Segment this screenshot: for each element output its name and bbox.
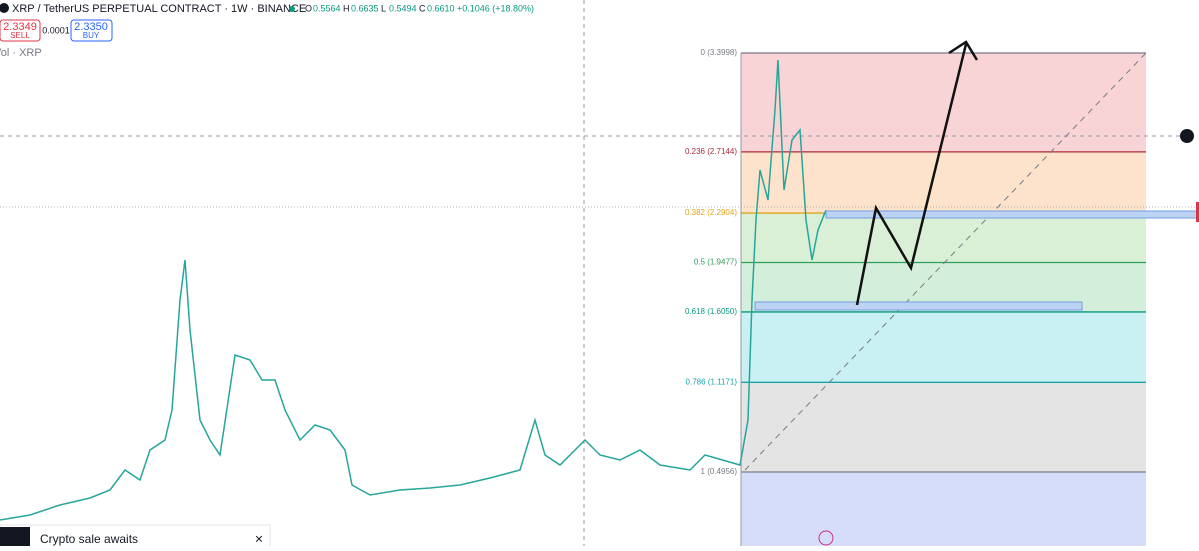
fib-label: 0 (3.3998)	[701, 48, 738, 57]
fib-zone	[741, 382, 1146, 472]
ohlc-label: H	[343, 3, 350, 13]
spread: 0.0001	[42, 25, 70, 35]
ohlc-value: 0.6610	[427, 3, 455, 13]
fib-zone	[741, 472, 1146, 546]
popup-icon	[0, 527, 30, 546]
ohlc-value: 0.5494	[389, 3, 417, 13]
symbol-icon	[0, 3, 9, 13]
fib-zone	[741, 311, 1146, 383]
zone-box	[754, 301, 1083, 311]
buy-label[interactable]: BUY	[83, 31, 100, 40]
zone-box	[825, 210, 1199, 219]
price-marker	[1196, 202, 1199, 222]
sell-price[interactable]: 2.3349	[3, 21, 37, 33]
fib-label: 1 (0.4956)	[701, 467, 738, 476]
ohlc-label: L	[381, 3, 386, 13]
projection-arrow	[855, 43, 968, 306]
popup-close[interactable]: ×	[255, 531, 263, 547]
sell-button[interactable]	[0, 19, 41, 42]
sell-label[interactable]: SELL	[10, 31, 30, 40]
fib-label: 0.382 (2.2904)	[685, 208, 737, 217]
change: +0.1046 (+18.80%)	[457, 3, 534, 13]
volume-label: Vol · XRP	[0, 47, 42, 59]
ohlc-value: 0.5564	[313, 3, 341, 13]
trend-line	[744, 52, 1147, 471]
popup-text[interactable]: Crypto sale awaits	[40, 532, 138, 546]
fib-zone	[741, 213, 1146, 263]
fib-label: 0.786 (1.1171)	[686, 377, 738, 386]
fib-label: 0.5 (1.9477)	[694, 258, 737, 267]
ohlc-label: C	[419, 3, 426, 13]
ohlc-value: 0.6635	[351, 3, 379, 13]
event-icon[interactable]	[818, 530, 834, 546]
fib-label: 0.618 (1.6050)	[685, 307, 737, 316]
status-dot	[289, 6, 295, 12]
buy-price[interactable]: 2.3350	[74, 21, 108, 33]
fib-zone	[741, 151, 1146, 214]
ohlc-label: O	[305, 3, 312, 13]
buy-button[interactable]	[70, 19, 113, 42]
symbol: XRP / TetherUS PERPETUAL CONTRACT · 1W ·…	[12, 3, 306, 15]
add-button[interactable]	[1180, 129, 1194, 143]
arrow-head	[948, 40, 979, 61]
price-candles	[0, 59, 827, 521]
fib-label: 0.236 (2.7144)	[685, 147, 737, 156]
